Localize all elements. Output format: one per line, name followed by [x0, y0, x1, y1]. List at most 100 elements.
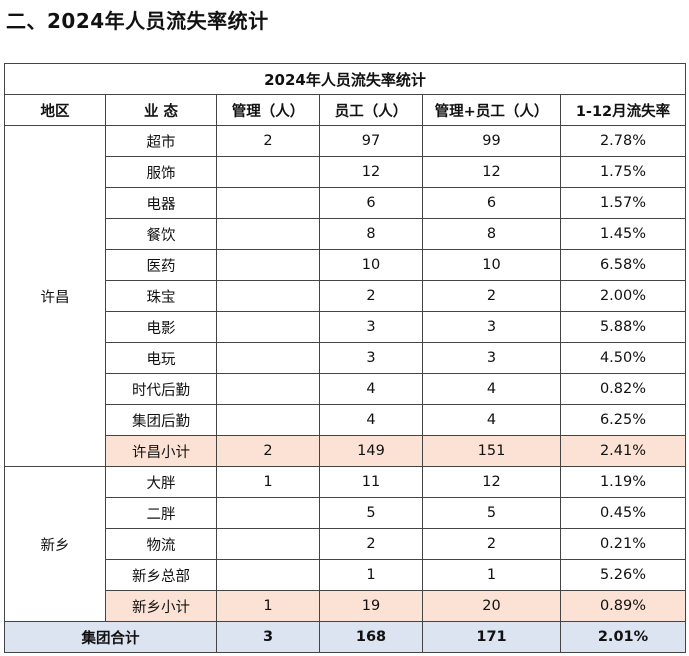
- table-row: 二胖 5 5 0.45%: [5, 497, 686, 529]
- management-cell: 2: [216, 125, 320, 157]
- staff-cell: 8: [319, 218, 423, 250]
- combined-cell: 12: [422, 466, 561, 498]
- total-combined-cell: 171: [422, 621, 561, 653]
- total-management-cell: 3: [216, 621, 320, 653]
- rate-cell: 5.26%: [560, 559, 686, 591]
- subtotal-row: 新乡小计 1 19 20 0.89%: [5, 590, 686, 622]
- management-cell: [216, 559, 320, 591]
- management-cell: [216, 280, 320, 312]
- staff-cell: 12: [319, 156, 423, 188]
- rate-cell: 1.45%: [560, 218, 686, 250]
- business-cell: 电器: [105, 187, 217, 219]
- subtotal-management-cell: 1: [216, 590, 320, 622]
- rate-cell: 6.58%: [560, 249, 686, 281]
- staff-cell: 11: [319, 466, 423, 498]
- table-row: 电玩 3 3 4.50%: [5, 342, 686, 374]
- rate-cell: 1.57%: [560, 187, 686, 219]
- rate-cell: 1.75%: [560, 156, 686, 188]
- total-rate-cell: 2.01%: [560, 621, 686, 653]
- management-cell: [216, 187, 320, 219]
- region-cell: 许昌: [4, 125, 106, 467]
- subtotal-business-cell: 许昌小计: [105, 435, 217, 467]
- attrition-table: 2024年人员流失率统计 地区 业 态 管理（人） 员工（人） 管理+员工（人）…: [4, 63, 686, 653]
- subtotal-business-cell: 新乡小计: [105, 590, 217, 622]
- combined-cell: 3: [422, 311, 561, 343]
- table-row: 集团后勤 4 4 6.25%: [5, 404, 686, 436]
- business-cell: 二胖: [105, 497, 217, 529]
- column-header-management: 管理（人）: [216, 94, 320, 126]
- staff-cell: 10: [319, 249, 423, 281]
- subtotal-staff-cell: 19: [319, 590, 423, 622]
- combined-cell: 8: [422, 218, 561, 250]
- staff-cell: 4: [319, 404, 423, 436]
- column-header-attrition-rate: 1-12月流失率: [560, 94, 686, 126]
- business-cell: 超市: [105, 125, 217, 157]
- business-cell: 珠宝: [105, 280, 217, 312]
- staff-cell: 3: [319, 311, 423, 343]
- subtotal-combined-cell: 20: [422, 590, 561, 622]
- business-cell: 服饰: [105, 156, 217, 188]
- table-row: 服饰 12 12 1.75%: [5, 156, 686, 188]
- table-row: 许昌 超市 2 97 99 2.78%: [4, 125, 686, 467]
- management-cell: 1: [216, 466, 320, 498]
- header-row: 地区 业 态 管理（人） 员工（人） 管理+员工（人） 1-12月流失率: [4, 94, 686, 126]
- total-staff-cell: 168: [319, 621, 423, 653]
- table-row: 电器 6 6 1.57%: [5, 187, 686, 219]
- combined-cell: 3: [422, 342, 561, 374]
- column-header-business: 业 态: [105, 94, 217, 126]
- table-caption: 2024年人员流失率统计: [4, 63, 686, 95]
- column-header-region: 地区: [4, 94, 106, 126]
- table-row: 餐饮 8 8 1.45%: [5, 218, 686, 250]
- business-cell: 电玩: [105, 342, 217, 374]
- combined-cell: 4: [422, 404, 561, 436]
- staff-cell: 5: [319, 497, 423, 529]
- management-cell: [216, 342, 320, 374]
- business-cell: 新乡总部: [105, 559, 217, 591]
- staff-cell: 97: [319, 125, 423, 157]
- business-cell: 大胖: [105, 466, 217, 498]
- rate-cell: 5.88%: [560, 311, 686, 343]
- staff-cell: 2: [319, 280, 423, 312]
- table-row: 电影 3 3 5.88%: [5, 311, 686, 343]
- rate-cell: 0.82%: [560, 373, 686, 405]
- staff-cell: 6: [319, 187, 423, 219]
- rate-cell: 2.78%: [560, 125, 686, 157]
- business-cell: 时代后勤: [105, 373, 217, 405]
- table-row: 珠宝 2 2 2.00%: [5, 280, 686, 312]
- total-business-cell: 集团合计: [4, 621, 217, 653]
- combined-cell: 1: [422, 559, 561, 591]
- table-row: 新乡 大胖 1 11 12 1.19%: [4, 466, 686, 622]
- management-cell: [216, 156, 320, 188]
- rate-cell: 0.45%: [560, 497, 686, 529]
- combined-cell: 2: [422, 280, 561, 312]
- rate-cell: 4.50%: [560, 342, 686, 374]
- subtotal-management-cell: 2: [216, 435, 320, 467]
- combined-cell: 6: [422, 187, 561, 219]
- subtotal-combined-cell: 151: [422, 435, 561, 467]
- subtotal-rate-cell: 2.41%: [560, 435, 686, 467]
- combined-cell: 99: [422, 125, 561, 157]
- management-cell: [216, 404, 320, 436]
- management-cell: [216, 249, 320, 281]
- management-cell: [216, 528, 320, 560]
- management-cell: [216, 373, 320, 405]
- combined-cell: 5: [422, 497, 561, 529]
- management-cell: [216, 311, 320, 343]
- combined-cell: 10: [422, 249, 561, 281]
- business-cell: 医药: [105, 249, 217, 281]
- management-cell: [216, 497, 320, 529]
- business-cell: 物流: [105, 528, 217, 560]
- combined-cell: 2: [422, 528, 561, 560]
- table-row: 新乡总部 1 1 5.26%: [5, 559, 686, 591]
- business-cell: 电影: [105, 311, 217, 343]
- subtotal-staff-cell: 149: [319, 435, 423, 467]
- total-row: 集团合计 3 168 171 2.01%: [4, 621, 686, 653]
- rate-cell: 1.19%: [560, 466, 686, 498]
- combined-cell: 4: [422, 373, 561, 405]
- staff-cell: 2: [319, 528, 423, 560]
- table-row: 物流 2 2 0.21%: [5, 528, 686, 560]
- rate-cell: 2.00%: [560, 280, 686, 312]
- subtotal-rate-cell: 0.89%: [560, 590, 686, 622]
- management-cell: [216, 218, 320, 250]
- rate-cell: 6.25%: [560, 404, 686, 436]
